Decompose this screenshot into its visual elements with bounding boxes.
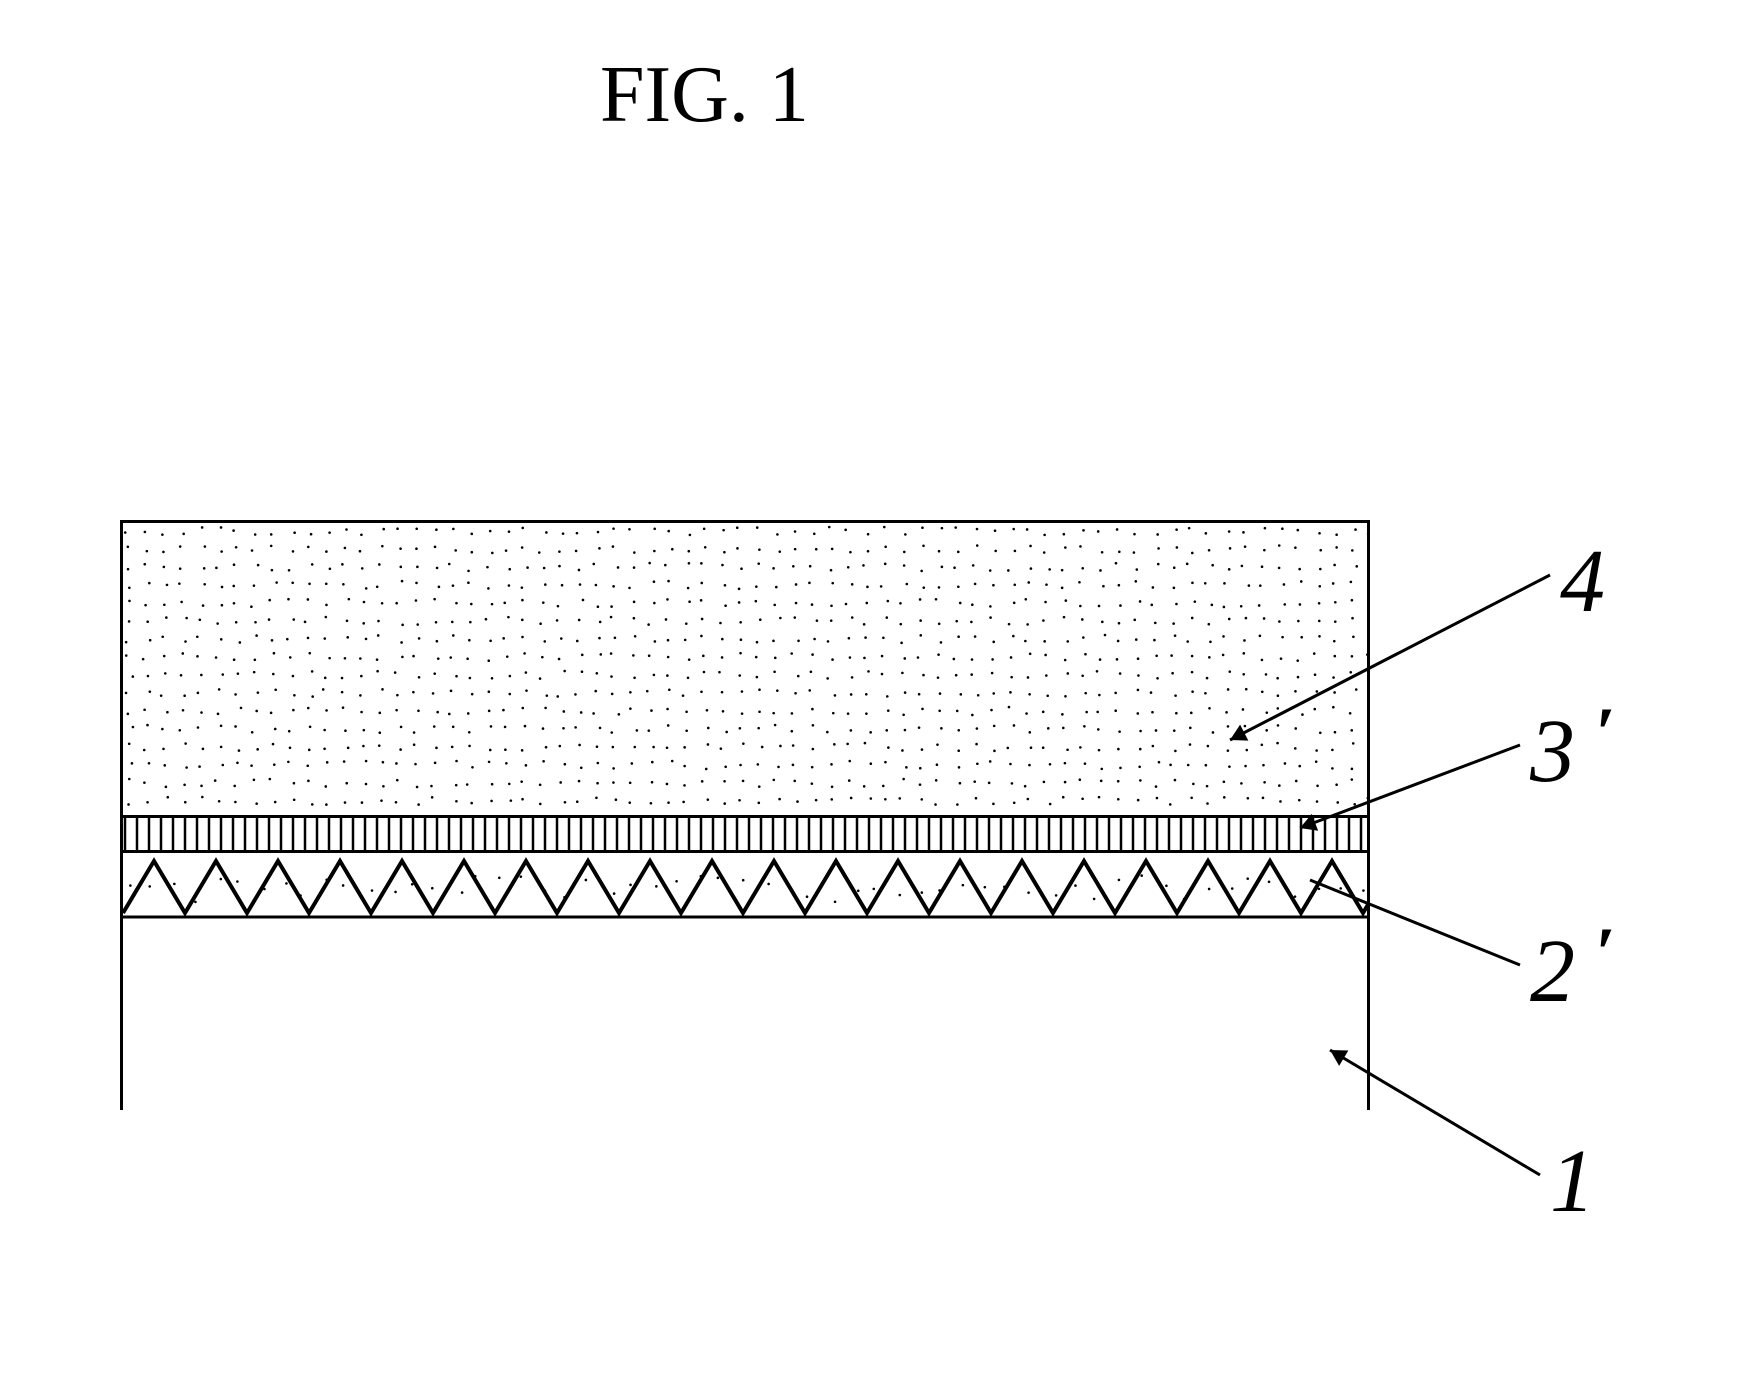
callout-label-3: 3′ (1530, 700, 1575, 803)
callout-label-2: 2′ (1530, 920, 1575, 1023)
prime-mark: ′ (1595, 912, 1615, 995)
layer-2-zigzag (123, 853, 1367, 919)
layer-2-prime (123, 853, 1367, 919)
figure-title: FIG. 1 (600, 50, 809, 141)
label-text: 2 (1530, 922, 1575, 1021)
prime-mark: ′ (1595, 692, 1615, 775)
layer-3-prime (123, 815, 1367, 853)
callout-label-1: 1 (1550, 1130, 1595, 1233)
label-text: 1 (1550, 1132, 1595, 1231)
label-text: 4 (1560, 532, 1605, 631)
layer-4-fill (123, 523, 1367, 815)
callout-label-4: 4 (1560, 530, 1605, 633)
layer-3-hatch (123, 815, 1367, 853)
layer-4 (123, 523, 1367, 815)
layer-1-substrate (123, 919, 1367, 1113)
label-text: 3 (1530, 702, 1575, 801)
diagram-container (120, 520, 1370, 1110)
